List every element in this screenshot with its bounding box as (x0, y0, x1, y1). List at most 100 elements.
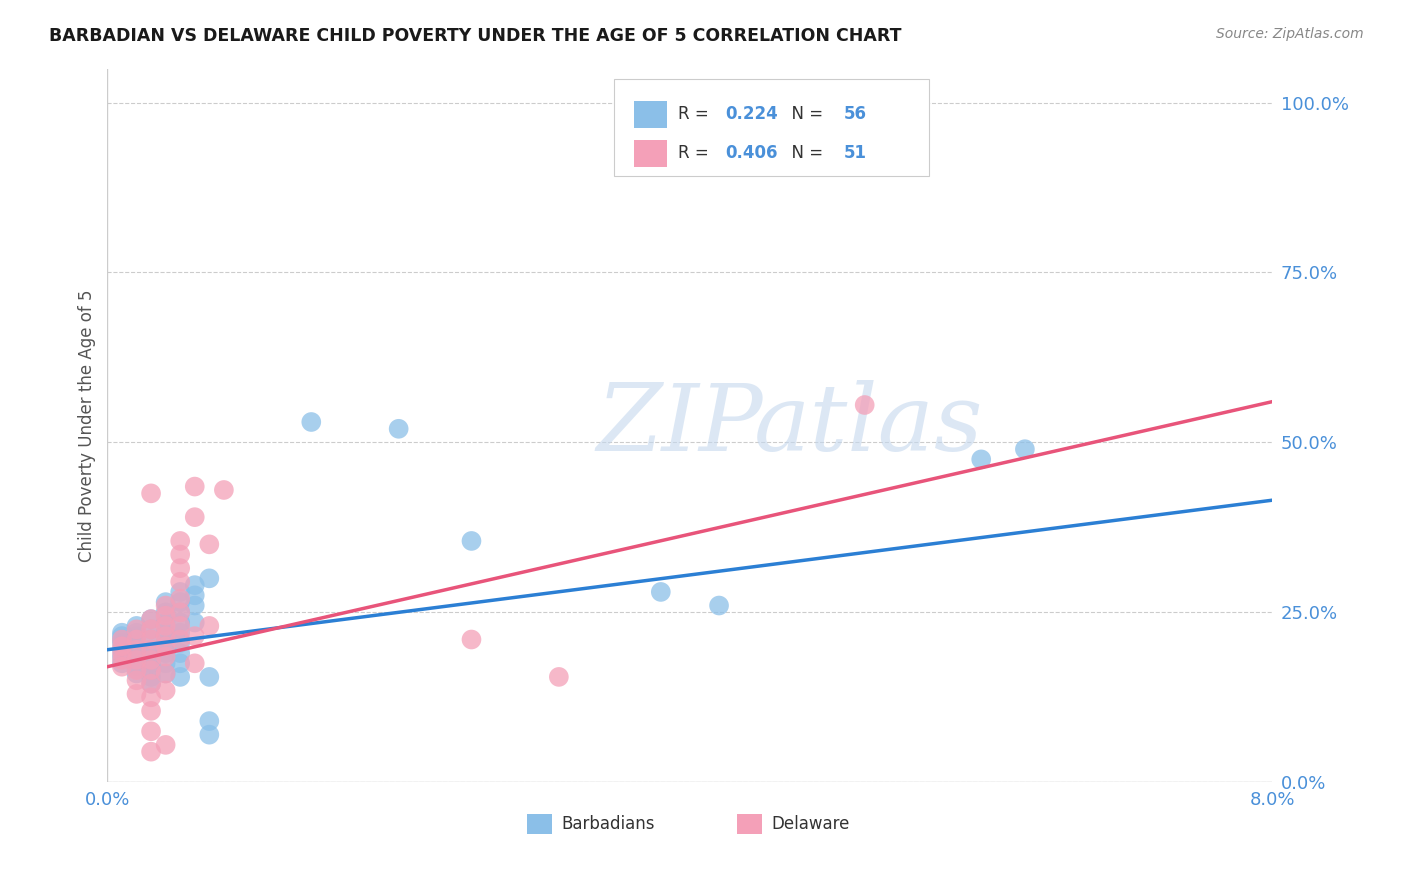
Point (970, 452, 993, 467)
Point (155, 640, 177, 654)
Point (155, 619, 177, 633)
Point (125, 640, 148, 654)
Point (198, 670, 221, 684)
Point (184, 629, 207, 643)
Point (139, 663, 162, 677)
Point (169, 615, 191, 630)
Point (155, 649, 177, 664)
Point (155, 595, 177, 609)
Point (111, 659, 134, 673)
Point (184, 578, 207, 592)
Point (111, 632, 134, 647)
Point (169, 561, 191, 575)
Point (139, 724, 162, 739)
Point (155, 636, 177, 650)
Point (547, 670, 569, 684)
Point (155, 599, 177, 613)
Point (198, 537, 221, 551)
Point (169, 591, 191, 606)
Point (139, 657, 162, 671)
Text: atlas: atlas (754, 380, 984, 470)
Point (184, 615, 207, 630)
FancyBboxPatch shape (737, 814, 762, 834)
Point (184, 479, 207, 493)
Point (111, 632, 134, 647)
Point (139, 632, 162, 647)
Point (139, 670, 162, 684)
Point (139, 663, 162, 677)
Point (111, 657, 134, 671)
Point (139, 612, 162, 626)
Text: 51: 51 (844, 145, 866, 162)
Point (139, 676, 162, 690)
Text: ZIP: ZIP (596, 380, 763, 470)
Point (139, 745, 162, 759)
Text: R =: R = (678, 145, 714, 162)
Point (139, 676, 162, 690)
Point (125, 653, 148, 667)
Point (184, 599, 207, 613)
Point (169, 533, 191, 548)
Point (155, 608, 177, 623)
Point (139, 623, 162, 637)
Point (853, 398, 876, 412)
Point (111, 625, 134, 640)
FancyBboxPatch shape (527, 814, 553, 834)
FancyBboxPatch shape (634, 101, 666, 128)
Point (169, 632, 191, 647)
Text: 56: 56 (844, 105, 866, 123)
Point (460, 632, 482, 647)
Point (155, 666, 177, 681)
Point (125, 666, 148, 681)
Point (139, 690, 162, 705)
Point (111, 646, 134, 660)
Point (198, 728, 221, 742)
Point (169, 619, 191, 633)
Point (125, 653, 148, 667)
Point (111, 642, 134, 657)
Point (139, 642, 162, 657)
Point (111, 636, 134, 650)
Point (155, 605, 177, 619)
Text: BARBADIAN VS DELAWARE CHILD POVERTY UNDER THE AGE OF 5 CORRELATION CHART: BARBADIAN VS DELAWARE CHILD POVERTY UNDE… (49, 27, 901, 45)
Point (169, 625, 191, 640)
Point (125, 642, 148, 657)
Text: Source: ZipAtlas.com: Source: ZipAtlas.com (1216, 27, 1364, 41)
Point (139, 623, 162, 637)
Point (111, 649, 134, 664)
Point (169, 574, 191, 589)
Point (169, 548, 191, 562)
FancyBboxPatch shape (614, 79, 929, 176)
Point (155, 646, 177, 660)
Point (155, 625, 177, 640)
Point (111, 629, 134, 643)
Point (125, 663, 148, 677)
Point (155, 657, 177, 671)
Point (139, 486, 162, 500)
Point (125, 632, 148, 647)
Point (650, 585, 672, 599)
Point (707, 599, 730, 613)
Point (184, 510, 207, 524)
Point (139, 612, 162, 626)
Point (169, 657, 191, 671)
Point (155, 615, 177, 630)
Point (169, 605, 191, 619)
Point (388, 422, 411, 436)
Point (169, 585, 191, 599)
Text: N =: N = (780, 105, 828, 123)
Point (111, 640, 134, 654)
Point (125, 659, 148, 673)
Point (111, 653, 134, 667)
Point (169, 636, 191, 650)
Point (212, 483, 235, 497)
Text: 0.406: 0.406 (725, 145, 778, 162)
Point (125, 619, 148, 633)
Point (169, 670, 191, 684)
Point (184, 588, 207, 602)
Text: Barbadians: Barbadians (562, 815, 655, 833)
Point (169, 646, 191, 660)
Text: R =: R = (678, 105, 714, 123)
Point (139, 653, 162, 667)
Text: N =: N = (780, 145, 828, 162)
